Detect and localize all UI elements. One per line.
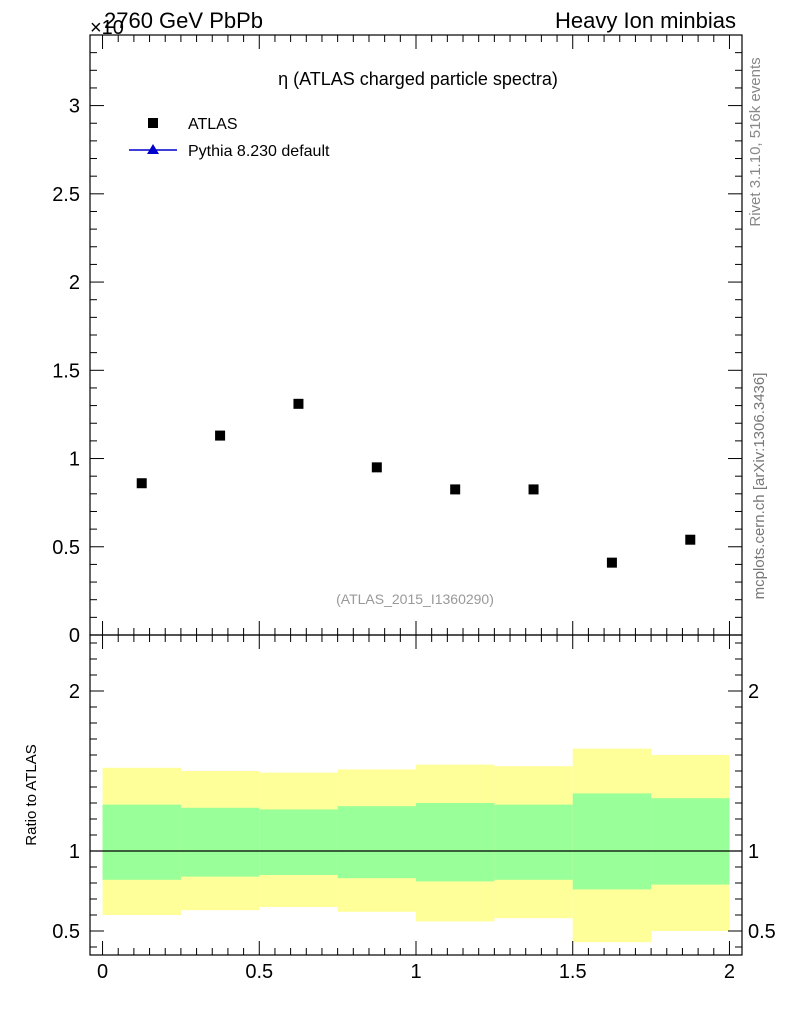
atlas-data-point [371,462,382,473]
stat-band-bin-1 [180,807,260,877]
legend: ATLAS Pythia 8.230 default [129,116,330,160]
atlas-data-point [528,484,539,495]
main-y-tick-labels: 0 0.5 1 1.5 2 2.5 3 [52,96,80,647]
stat-band-bin-3 [337,806,416,879]
legend-pythia-marker [147,144,159,154]
main-y-tick-label: 1.5 [52,360,80,382]
exponent-label: ×10 [90,17,124,39]
atlas-data-point [606,557,617,568]
atlas-data-points [136,398,696,568]
ratio-x-tick-label: 1.5 [559,961,587,983]
main-y-tick-label: 3 [69,96,80,118]
main-y-tick-label: 2 [69,272,80,294]
ratio-y-tick-labels: 0.5 0.5 1 1 2 2 [52,681,776,943]
stat-band-bin-7 [651,798,730,885]
ratio-axis-ticks [90,635,742,955]
stat-band-bin-6 [572,793,652,890]
ratio-y-tick-label-left: 1 [69,841,80,863]
ratio-y-tick-label-left: 0.5 [52,921,80,943]
ratio-plot-panel: 0.5 0.5 1 1 2 2 0 0.5 1 1.5 2 Ratio to ATLAS [23,634,776,983]
legend-atlas-label: ATLAS [188,116,238,133]
atlas-data-point [450,484,461,495]
ratio-x-tick-label: 1 [410,961,421,983]
main-y-tick-label: 0.5 [52,537,80,559]
collision-energy-label: 2760 GeV PbPb [104,8,263,33]
main-plot-panel: η (ATLAS charged particle spectra) (ATLA… [52,34,743,647]
analysis-watermark: (ATLAS_2015_I1360290) [336,591,494,607]
atlas-data-point [136,478,147,489]
legend-atlas-marker [148,118,158,128]
atlas-data-point [685,534,696,545]
ratio-uncertainty-bands [102,748,730,943]
rivet-version-label: Rivet 3.1.10, 516k events [747,57,764,226]
plot-title: η (ATLAS charged particle spectra) [278,69,558,89]
ratio-y-tick-label-right: 2 [748,681,759,703]
stat-band-bin-0 [102,804,181,880]
main-axis-ticks [90,34,742,636]
ratio-x-tick-label: 0.5 [245,961,273,983]
ratio-y-axis-label: Ratio to ATLAS [23,744,40,845]
atlas-data-point [293,398,304,409]
main-y-tick-label: 0 [69,625,80,647]
ratio-y-tick-label-left: 2 [69,681,80,703]
ratio-plot-frame [89,634,743,956]
ratio-y-tick-label-right: 0.5 [748,921,776,943]
main-y-tick-label: 2.5 [52,184,80,206]
main-y-tick-label: 1 [69,449,80,471]
ratio-x-tick-label: 2 [724,961,735,983]
ratio-x-tick-label: 0 [97,961,108,983]
legend-pythia-label: Pythia 8.230 default [188,143,330,160]
event-type-label: Heavy Ion minbias [555,8,736,33]
ratio-x-tick-labels: 0 0.5 1 1.5 2 [97,961,735,983]
ratio-y-tick-label-right: 1 [748,841,759,863]
mcplots-reference-label: mcplots.cern.ch [arXiv:1306.3436] [751,373,768,600]
stat-band-bin-4 [416,803,495,882]
stat-band-bin-5 [494,804,573,880]
atlas-data-point [215,430,226,441]
stat-band-bin-2 [259,809,338,875]
